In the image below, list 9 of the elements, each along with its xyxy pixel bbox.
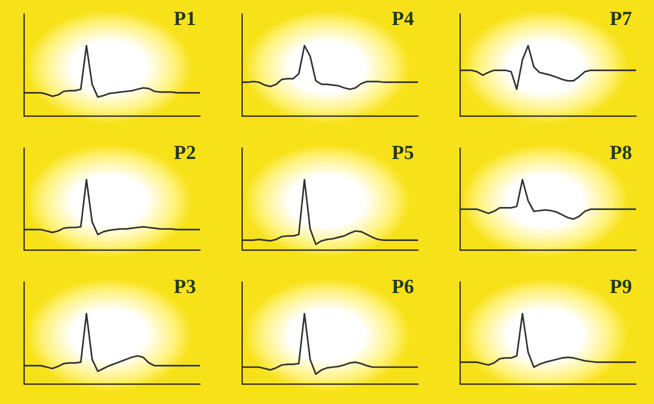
chart-title: P1	[174, 8, 196, 31]
chart-title: P4	[392, 8, 414, 31]
chart-title: P2	[174, 142, 196, 165]
chart-title: P5	[392, 142, 414, 165]
chart-title: P9	[610, 276, 632, 299]
chart-title: P8	[610, 142, 632, 165]
chart-title: P3	[174, 276, 196, 299]
chart-title: P7	[610, 8, 632, 31]
chart-title: P6	[392, 276, 414, 299]
